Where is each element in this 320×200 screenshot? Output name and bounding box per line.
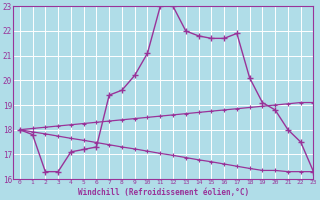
X-axis label: Windchill (Refroidissement éolien,°C): Windchill (Refroidissement éolien,°C) bbox=[78, 188, 249, 197]
